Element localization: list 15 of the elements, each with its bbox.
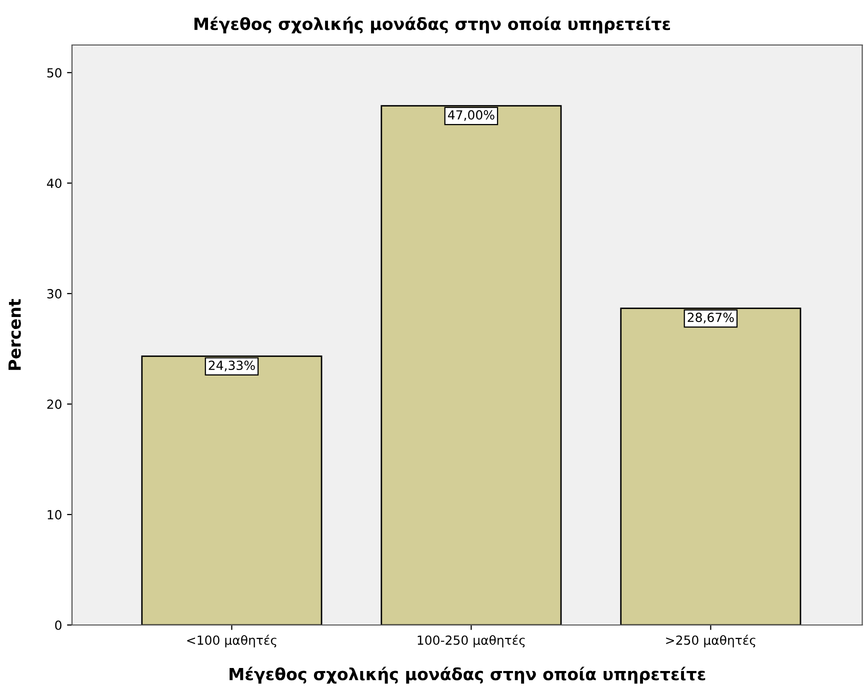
y-tick-label: 0 xyxy=(55,620,62,630)
y-tick-label: 20 xyxy=(47,400,62,409)
y-tick-label: 40 xyxy=(46,178,62,188)
data-label: 28,67% xyxy=(688,312,734,324)
y-tick-label: 10 xyxy=(48,510,62,520)
x-tick-label: 100-250 μαθητές xyxy=(418,634,525,648)
y-tick-label: 50 xyxy=(47,68,62,78)
x-axis-title: Μέγεθος σχολικής μονάδας στην οποία υπηρετείτε xyxy=(230,666,706,684)
y-tick-label: 30 xyxy=(47,289,62,298)
x-tick-label: >250 μαθητές xyxy=(666,634,756,648)
data-label: 24,33% xyxy=(208,360,255,372)
y-axis-title: Percent xyxy=(8,299,21,370)
x-tick-label: <100 μαθητές xyxy=(187,634,276,648)
chart-title: Μέγεθος σχολικής μονάδας στην οποία υπηρετείτε xyxy=(194,16,670,34)
data-label: 47,00% xyxy=(448,110,494,121)
